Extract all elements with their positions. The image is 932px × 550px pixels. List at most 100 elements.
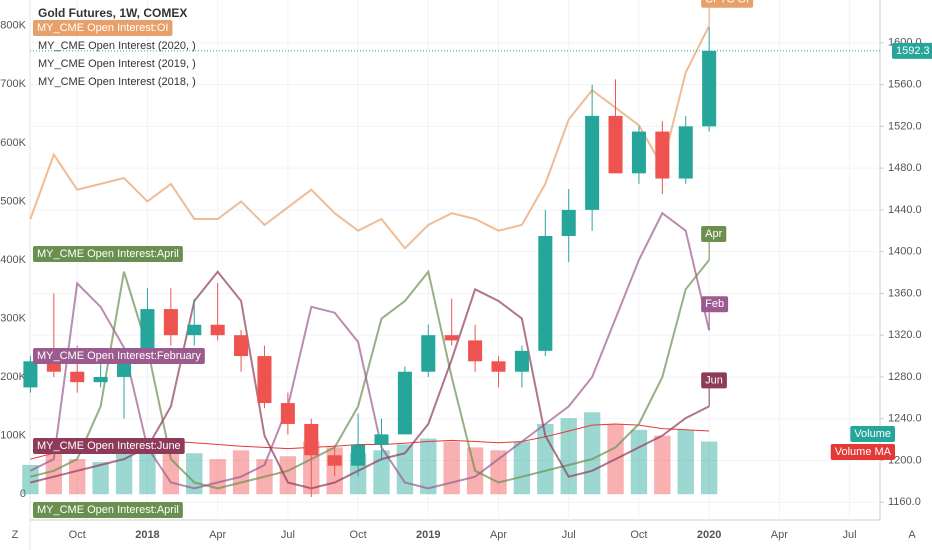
series-label-box xyxy=(33,348,205,364)
series-line xyxy=(29,211,711,490)
pin-label: Jun xyxy=(705,374,723,386)
candle-body xyxy=(234,335,249,357)
candle-body xyxy=(46,361,61,372)
candle-body xyxy=(421,335,436,372)
y2-tick-label: 400K xyxy=(0,254,26,266)
x-tick-label: Apr xyxy=(490,529,507,541)
volume-bar xyxy=(22,464,39,495)
y2-tick-label: 500K xyxy=(0,195,26,207)
volume-bar xyxy=(162,444,180,495)
y2-tick-label: 800K xyxy=(0,20,26,32)
volume-bar xyxy=(92,462,109,495)
volume-bar xyxy=(654,435,671,495)
y-tick-label: 1520.0 xyxy=(888,120,922,132)
volume-bar xyxy=(69,459,86,495)
last-price-label-box xyxy=(892,42,932,59)
x-tick-label: Apr xyxy=(771,529,788,541)
grid: 1160.0 1200.0 1240.0 1280.0 1320.0 1360.0 1400… xyxy=(0,0,922,541)
y-tick-label: 1400.0 xyxy=(888,246,922,258)
candle-body xyxy=(561,209,576,236)
y2-tick-label: 0 xyxy=(20,488,26,500)
y-tick-label: 1280.0 xyxy=(888,371,922,383)
corner-right[interactable]: A xyxy=(908,529,916,541)
y-tick-label: 1320.0 xyxy=(888,329,922,341)
series-label-box xyxy=(33,438,185,454)
y-tick-label: 1240.0 xyxy=(888,413,922,425)
candle-body xyxy=(163,309,178,336)
candle-body xyxy=(468,340,483,362)
y2-tick-label: 200K xyxy=(0,371,26,383)
series-label: MY_CME Open Interest:February xyxy=(37,350,201,362)
candle-body xyxy=(631,131,646,174)
candle-body xyxy=(93,376,108,383)
last-price-label: 1592.3 xyxy=(896,45,930,57)
candle-body xyxy=(608,115,623,174)
volume-label: Volume xyxy=(854,428,891,440)
series-label: MY_CME Open Interest:OI xyxy=(37,22,168,34)
series-label-box xyxy=(33,246,183,262)
candle-body xyxy=(351,444,366,466)
x-tick-label: 2018 xyxy=(135,529,159,541)
pin-label-box xyxy=(701,296,729,313)
pin-label: Feb xyxy=(705,298,724,310)
candle-body xyxy=(702,50,717,127)
volume-bar xyxy=(396,444,414,495)
footer-label-box xyxy=(33,502,183,518)
series-label-box xyxy=(33,20,173,36)
candle-body xyxy=(444,335,459,341)
pin-label: Apr xyxy=(705,228,722,240)
candle-body xyxy=(280,403,295,424)
volume-bar xyxy=(279,456,297,495)
candle-body xyxy=(374,434,389,445)
candle-body xyxy=(187,324,202,336)
pin-label-box xyxy=(701,0,754,8)
volume-bar xyxy=(443,441,460,495)
x-tick-label: 2020 xyxy=(697,529,721,541)
footer-label: MY_CME Open Interest:April xyxy=(37,504,179,516)
corner-left[interactable]: Z xyxy=(12,529,19,541)
y2-tick-label: 100K xyxy=(0,430,26,442)
x-tick-label: Jul xyxy=(843,529,857,541)
y-tick-label: 1160.0 xyxy=(888,496,921,508)
y-tick-label: 1200.0 xyxy=(888,454,922,466)
volume-bar xyxy=(209,459,226,495)
volume-bar xyxy=(583,412,601,495)
volume-bar xyxy=(420,438,437,495)
y-tick-label: 1560.0 xyxy=(888,78,922,90)
x-tick-label: Apr xyxy=(209,529,226,541)
x-tick-label: 2019 xyxy=(416,529,440,541)
candle-body xyxy=(304,423,319,456)
volume-bar xyxy=(490,450,507,495)
pin-label-box xyxy=(701,372,727,389)
candle-body xyxy=(257,356,272,404)
candle-body xyxy=(585,115,600,210)
y2-tick-label: 700K xyxy=(0,78,26,90)
candle-body xyxy=(514,350,529,372)
x-tick-label: Oct xyxy=(350,529,367,541)
candle-body xyxy=(23,361,38,388)
x-tick-label: Jul xyxy=(281,529,295,541)
volume-bar xyxy=(513,441,531,495)
labels: 1592.3Vol (20)MY_CME Open Interest (2020… xyxy=(33,0,932,518)
x-tick-label: Oct xyxy=(630,529,647,541)
marks xyxy=(22,25,880,498)
candle-body xyxy=(140,309,155,357)
candle-body xyxy=(538,235,553,351)
volume-bar xyxy=(677,429,694,495)
candle-body xyxy=(678,126,693,179)
candle-body xyxy=(327,455,342,466)
y2-tick-label: 600K xyxy=(0,137,26,149)
y2-tick-label: 300K xyxy=(0,312,26,324)
y-tick-label: 1480.0 xyxy=(888,162,922,174)
legend-line: MY_CME Open Interest (2020, ) xyxy=(38,40,196,52)
candle-body xyxy=(70,371,85,383)
volume-label-box xyxy=(850,426,895,442)
candle-body xyxy=(655,131,670,179)
series-label: MY_CME Open Interest:June xyxy=(37,440,181,452)
y-tick-label: 1360.0 xyxy=(888,287,922,299)
candle-body xyxy=(491,361,506,372)
series-line xyxy=(29,25,710,250)
pin-label-box xyxy=(701,226,727,242)
volume-ma-label: Volume MA xyxy=(835,446,892,458)
